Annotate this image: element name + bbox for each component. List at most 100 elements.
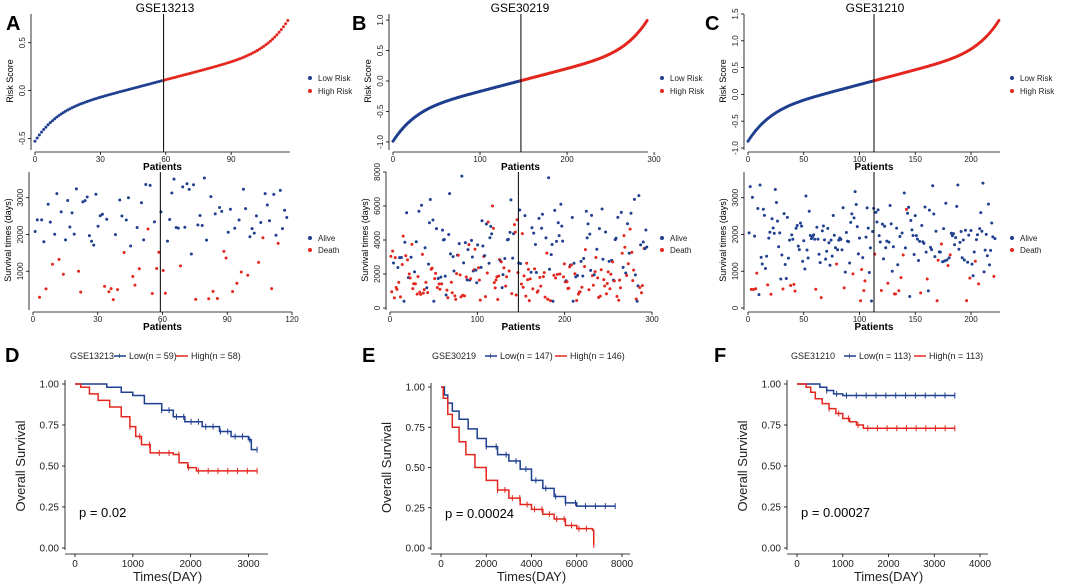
death-point	[450, 291, 454, 295]
alive-point	[205, 238, 209, 242]
alive-point	[922, 241, 926, 245]
death-point	[179, 264, 183, 268]
alive-point	[798, 221, 802, 225]
death-point	[37, 295, 41, 299]
death-point	[445, 288, 449, 292]
death-point	[261, 236, 265, 240]
high-survival-curve	[75, 383, 258, 472]
death-point	[493, 286, 497, 290]
alive-point	[144, 183, 148, 187]
low-risk-point	[35, 136, 39, 140]
death-point	[578, 290, 582, 294]
alive-point	[887, 240, 891, 244]
legend-label-high: High Risk	[1020, 87, 1055, 96]
legend-label-high: High(n = 146)	[570, 351, 625, 361]
high-survival-curve	[797, 383, 955, 430]
alive-point	[590, 213, 594, 217]
alive-point	[906, 211, 910, 215]
alive-point	[985, 254, 989, 258]
legend-label-low: Low Risk	[1020, 74, 1053, 83]
y-tick-label: 2000	[731, 225, 740, 243]
death-point	[239, 270, 243, 274]
alive-point	[172, 177, 176, 181]
alive-point	[518, 208, 522, 212]
alive-point	[888, 204, 892, 208]
death-point	[446, 296, 450, 300]
legend-marker-alive	[308, 236, 312, 240]
alive-point	[933, 255, 937, 259]
death-point	[781, 287, 785, 291]
death-point	[625, 273, 629, 277]
high-risk-point	[271, 37, 275, 41]
death-point	[609, 272, 613, 276]
alive-point	[233, 226, 237, 230]
alive-point	[991, 235, 995, 239]
alive-point	[914, 234, 918, 238]
survival-scatter-c2: 0 1000 2000 3000 0 50 100 150 200 Patients Surviva…	[718, 172, 1041, 333]
death-point	[573, 272, 577, 276]
death-point	[395, 287, 399, 291]
p-value: p = 0.02	[79, 505, 126, 520]
x-tick-label: 0	[33, 155, 38, 164]
death-point	[407, 272, 411, 276]
x-tick-label: 90	[223, 315, 232, 324]
alive-point	[783, 263, 787, 267]
alive-point	[833, 246, 837, 250]
x-tick-label: 90	[227, 155, 236, 164]
alive-point	[931, 184, 935, 188]
alive-point	[760, 262, 764, 266]
alive-point	[72, 232, 76, 236]
alive-point	[589, 268, 593, 272]
alive-point	[94, 192, 98, 196]
legend-label-alive: Alive	[318, 234, 336, 243]
y-tick-label: 0.50	[762, 462, 782, 473]
alive-point	[592, 273, 596, 277]
death-point	[899, 276, 903, 280]
alive-point	[750, 195, 754, 199]
death-point	[525, 261, 529, 265]
death-point	[968, 276, 972, 280]
alive-point	[780, 253, 784, 257]
legend-label-high: High(n = 113)	[929, 351, 983, 361]
death-point	[521, 285, 525, 289]
death-point	[539, 284, 543, 288]
alive-point	[926, 289, 930, 293]
death-point	[440, 282, 444, 286]
death-point	[485, 271, 489, 275]
alive-point	[81, 200, 85, 204]
death-point	[632, 268, 636, 272]
alive-point	[530, 226, 534, 230]
y-axis-title: Survival times (days)	[360, 198, 370, 282]
death-point	[435, 285, 439, 289]
death-point	[163, 291, 167, 295]
x-tick-label: 0	[388, 315, 393, 324]
alive-point	[918, 239, 922, 243]
y-tick-label: 0.50	[40, 462, 60, 473]
y-tick-label: 3000	[16, 188, 25, 206]
alive-point	[508, 230, 512, 234]
alive-point	[434, 227, 438, 231]
alive-point	[33, 230, 37, 234]
alive-point	[880, 222, 884, 226]
alive-point	[280, 227, 284, 231]
alive-point	[254, 214, 258, 218]
alive-point	[118, 198, 122, 202]
y-tick-label: 1.00	[762, 380, 782, 391]
alive-point	[895, 226, 899, 230]
y-tick-label: -0.5	[18, 131, 27, 145]
legend-marker-low	[660, 76, 664, 80]
alive-point	[971, 274, 975, 278]
y-tick-label: -1.0	[376, 134, 385, 148]
death-point	[438, 287, 442, 291]
death-point	[626, 262, 630, 266]
x-tick-label: 2000	[180, 559, 203, 570]
alive-point	[782, 212, 786, 216]
alive-point	[898, 235, 902, 239]
alive-point	[148, 183, 152, 187]
alive-point	[129, 244, 133, 248]
p-value: p = 0.00027	[801, 505, 870, 520]
alive-point	[560, 224, 564, 228]
alive-point	[934, 229, 938, 233]
x-tick-label: 2000	[475, 559, 498, 570]
alive-point	[529, 270, 533, 274]
